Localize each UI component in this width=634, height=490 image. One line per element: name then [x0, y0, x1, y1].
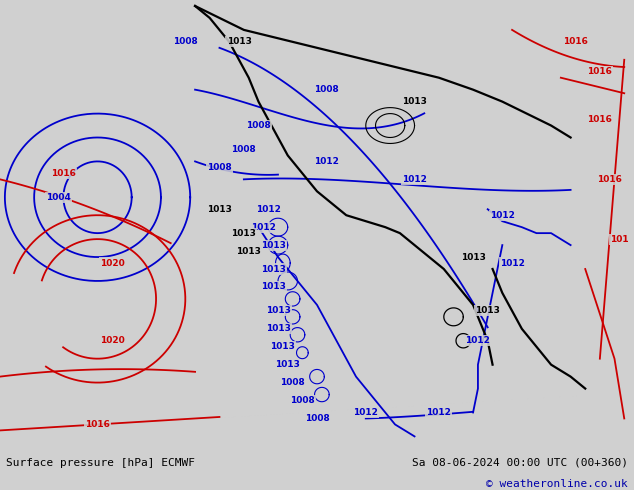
Text: 1012: 1012	[256, 205, 281, 214]
Text: 1012: 1012	[500, 259, 524, 268]
Text: 1013: 1013	[236, 246, 261, 256]
Text: 1013: 1013	[226, 37, 252, 47]
Text: 1013: 1013	[271, 342, 295, 351]
Text: 1012: 1012	[402, 175, 427, 184]
Text: 1016: 1016	[563, 37, 588, 47]
Text: 1013: 1013	[275, 360, 300, 369]
Text: 1013: 1013	[261, 241, 285, 249]
Text: 1013: 1013	[266, 324, 290, 333]
Text: 1013: 1013	[231, 229, 256, 238]
Text: 1013: 1013	[266, 306, 290, 316]
Text: 1012: 1012	[251, 222, 276, 232]
Text: 1012: 1012	[314, 157, 339, 166]
Text: 1013: 1013	[476, 306, 500, 316]
Text: 1013: 1013	[261, 265, 285, 273]
Text: 1016: 1016	[51, 169, 76, 178]
Text: 101: 101	[610, 235, 629, 244]
Text: Sa 08-06-2024 00:00 UTC (00+360): Sa 08-06-2024 00:00 UTC (00+360)	[411, 458, 628, 468]
Text: 1016: 1016	[588, 115, 612, 124]
Text: 1012: 1012	[427, 408, 451, 417]
Text: 1013: 1013	[207, 205, 232, 214]
Text: 1012: 1012	[490, 211, 515, 220]
Text: 1008: 1008	[304, 414, 330, 423]
Text: 1008: 1008	[290, 396, 314, 405]
Text: 1008: 1008	[246, 121, 271, 130]
Text: 1008: 1008	[231, 145, 256, 154]
Text: 1012: 1012	[465, 336, 490, 345]
Text: 1008: 1008	[173, 37, 198, 47]
Text: © weatheronline.co.uk: © weatheronline.co.uk	[486, 479, 628, 489]
Text: 1016: 1016	[588, 67, 612, 76]
Text: 1016: 1016	[85, 420, 110, 429]
Text: 1013: 1013	[461, 252, 486, 262]
Text: 1012: 1012	[353, 408, 378, 417]
Text: 1008: 1008	[207, 163, 232, 172]
Text: 1008: 1008	[280, 378, 305, 387]
Text: 1013: 1013	[402, 97, 427, 106]
Text: 1013: 1013	[261, 282, 285, 292]
Text: 1020: 1020	[100, 259, 124, 268]
Text: Surface pressure [hPa] ECMWF: Surface pressure [hPa] ECMWF	[6, 458, 195, 468]
Text: 1004: 1004	[46, 193, 71, 202]
Text: 1016: 1016	[597, 175, 622, 184]
Text: 1020: 1020	[100, 336, 124, 345]
Text: 1008: 1008	[314, 85, 339, 94]
